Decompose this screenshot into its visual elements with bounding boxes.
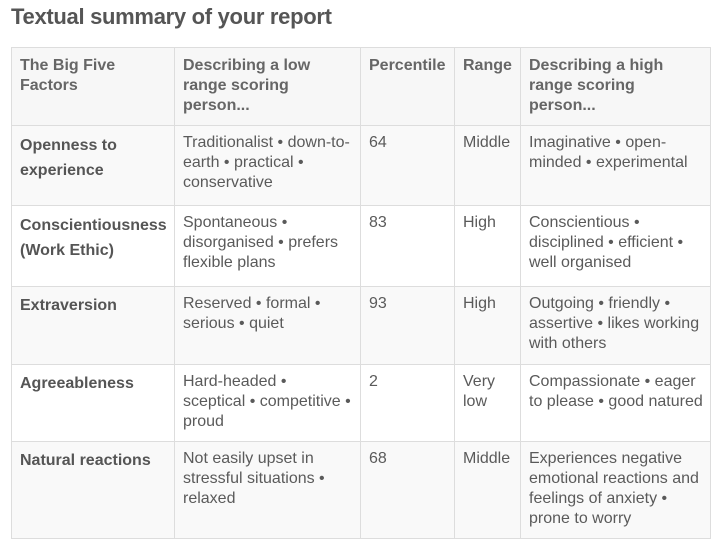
percentile-cell: 2 [360, 364, 455, 442]
low-description-cell: Traditionalist • down-to-earth • practic… [174, 125, 361, 206]
factor-cell: Extraversion [11, 286, 175, 365]
low-description-cell: Hard-headed • sceptical • competitive • … [174, 364, 361, 442]
header-high: Describing a high range scoring person..… [520, 47, 711, 126]
table-row: Conscientiousness (Work Ethic) Spontaneo… [11, 205, 711, 287]
low-description-cell: Spontaneous • disorganised • prefers fle… [174, 205, 361, 287]
header-low: Describing a low range scoring person... [174, 47, 361, 126]
low-description-cell: Reserved • formal • serious • quiet [174, 286, 361, 365]
percentile-cell: 93 [360, 286, 455, 365]
high-description-cell: Outgoing • friendly • assertive • likes … [520, 286, 711, 365]
header-factor: The Big Five Factors [11, 47, 175, 126]
low-description-cell: Not easily upset in stressful situations… [174, 441, 361, 539]
table-row: Extraversion Reserved • formal • serious… [11, 286, 711, 365]
high-description-cell: Imaginative • open-minded • experimental [520, 125, 711, 206]
percentile-cell: 83 [360, 205, 455, 287]
range-cell: Middle [454, 125, 521, 206]
range-cell: High [454, 205, 521, 287]
header-percentile: Percentile [360, 47, 455, 126]
factor-cell: Agreeableness [11, 364, 175, 442]
range-cell: Middle [454, 441, 521, 539]
page-title: Textual summary of your report [11, 4, 332, 29]
high-description-cell: Experiences negative emotional reactions… [520, 441, 711, 539]
range-cell: High [454, 286, 521, 365]
table-row: Agreeableness Hard-headed • sceptical • … [11, 364, 711, 442]
big-five-summary-table: The Big Five Factors Describing a low ra… [11, 47, 711, 539]
table-row: Natural reactions Not easily upset in st… [11, 441, 711, 539]
header-range: Range [454, 47, 521, 126]
percentile-cell: 68 [360, 441, 455, 539]
table-header-row: The Big Five Factors Describing a low ra… [11, 47, 711, 126]
high-description-cell: Conscientious • disciplined • efficient … [520, 205, 711, 287]
factor-cell: Conscientiousness (Work Ethic) [11, 205, 175, 287]
factor-cell: Openness to experience [11, 125, 175, 206]
high-description-cell: Compassionate • eager to please • good n… [520, 364, 711, 442]
table-row: Openness to experience Traditionalist • … [11, 125, 711, 206]
factor-cell: Natural reactions [11, 441, 175, 539]
percentile-cell: 64 [360, 125, 455, 206]
range-cell: Very low [454, 364, 521, 442]
